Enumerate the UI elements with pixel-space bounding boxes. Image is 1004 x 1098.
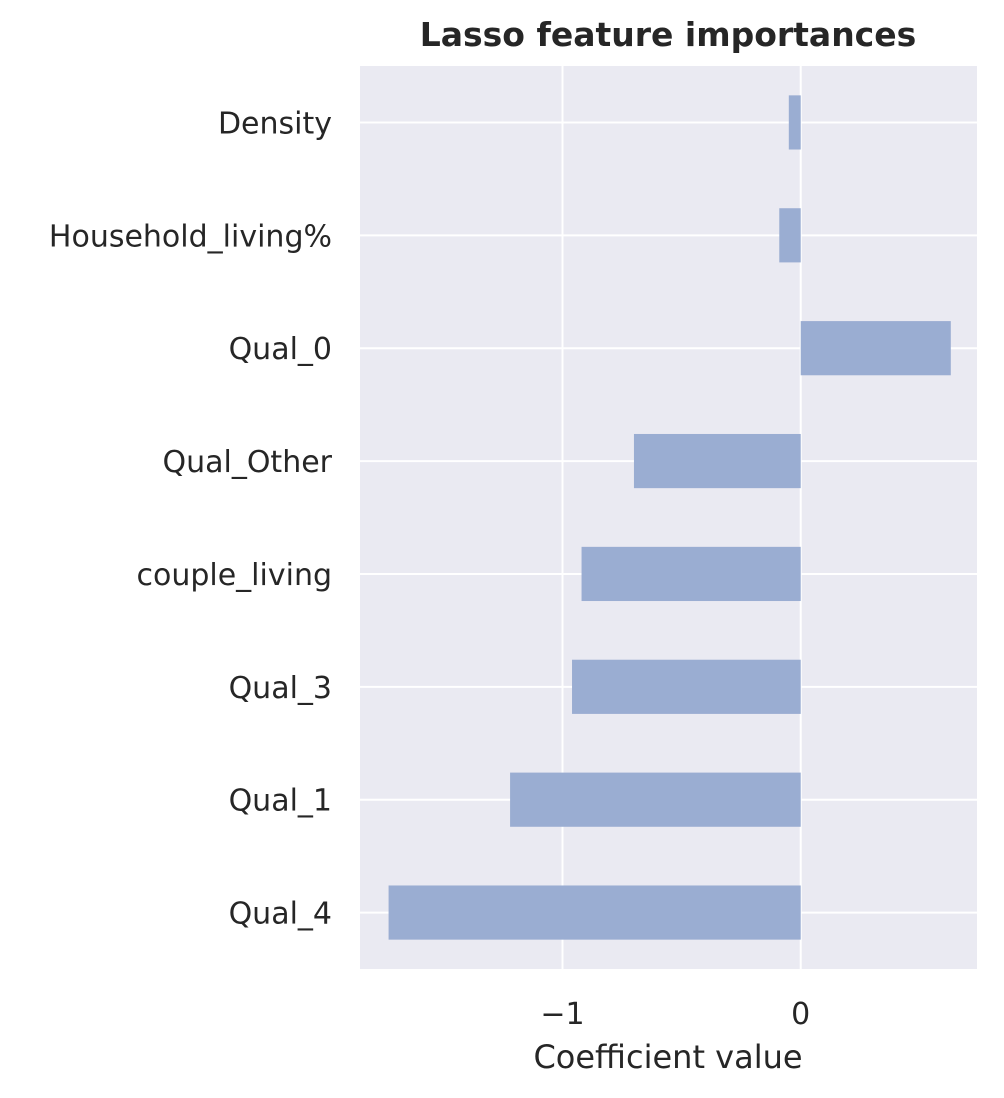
bar-couple-living [581, 546, 801, 602]
y-tick-label: Qual_0 [229, 332, 332, 367]
bar-qual-1 [510, 772, 801, 827]
bar-qual-other [633, 433, 801, 489]
y-tick-labels: Density Household_living% Qual_0 Qual_Other… [49, 106, 333, 931]
bar-density [788, 95, 801, 150]
chart-title: Lasso feature importances [420, 15, 917, 54]
x-tick-label: 0 [791, 997, 810, 1032]
plot-area-background [360, 66, 977, 969]
y-tick-label: Qual_1 [229, 784, 332, 819]
y-tick-label: Qual_3 [229, 671, 332, 706]
y-tick-label: Qual_4 [229, 897, 332, 932]
y-tick-label: Qual_Other [162, 445, 332, 480]
x-axis-label: Coefficient value [533, 1038, 802, 1076]
bar-qual-4 [388, 885, 801, 940]
bar-qual-3 [572, 659, 801, 714]
x-tick-label: −1 [540, 997, 584, 1032]
y-tick-label: Household_living% [49, 219, 332, 254]
bars-group [388, 95, 951, 940]
y-tick-label: couple_living [136, 558, 332, 593]
x-tick-labels: −1 0 [540, 997, 810, 1032]
bar-household-living [779, 208, 801, 263]
bar-qual-0 [800, 321, 951, 376]
y-tick-label: Density [218, 106, 332, 141]
